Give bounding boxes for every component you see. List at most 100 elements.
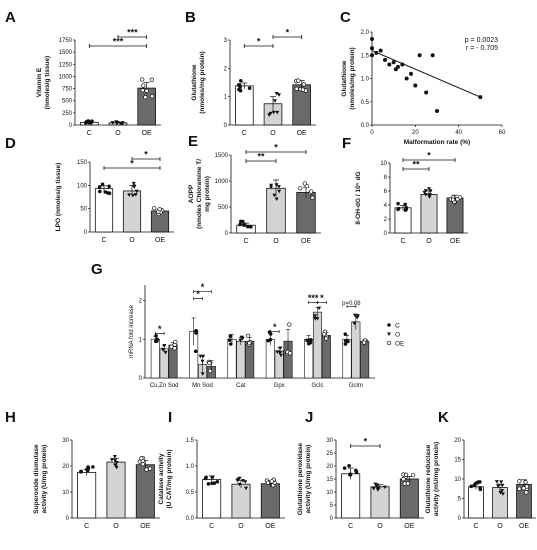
x-tick-label: C [400,238,405,245]
x-tick-label: C [84,523,89,530]
bar-o-point [355,314,360,318]
y-axis-label: activity (U/mg protein) [305,445,312,514]
y-axis-label: mg protein) [204,176,211,212]
bar-c [77,472,97,519]
bar-oe-point [450,197,456,202]
y-axis-label: AOPP [188,184,195,203]
scatter-point [387,62,392,67]
y-tick-label: 1.5 [186,438,195,444]
bar-o [122,190,142,233]
y-axis-label: Glutathione [191,64,198,100]
bar-o-point [134,189,139,194]
y-tick-label: 5 [458,497,462,503]
legend-o-point [387,332,391,336]
bar-c-point [396,201,400,206]
bar-oe-point [173,339,178,344]
bar-o-point [427,192,432,197]
bar-oe-point [403,472,409,477]
bar-oe-point [152,206,157,211]
bar-oe [135,464,155,519]
bar-o [351,321,361,379]
legend-label: OE [395,341,405,348]
significance-label: p=0.08 [342,301,361,307]
y-tick-label: 25 [326,451,333,457]
bar-c-point [193,349,198,354]
y-tick-label: 10 [62,490,69,496]
y-tick-label: 0 [84,230,88,236]
bar-c-point [194,329,198,333]
scatter-point [417,53,422,58]
significance-label: *** [127,28,138,38]
bar-oe [260,483,280,519]
significance-label: * [364,437,368,447]
scatter-point [391,60,396,65]
y-axis-label: (nmoles/mg protein) [349,47,356,109]
x-tick-label: C [242,130,247,137]
bar-o-point [238,338,243,343]
y-tick-label: 0 [69,123,73,129]
significance-label: * [144,150,148,160]
bar-oe-point [144,467,149,472]
y-tick-label: 100 [77,183,88,189]
y-tick-label: 10 [380,161,387,167]
bar-oe-point [269,479,274,484]
bar-c-point [342,466,347,470]
x-tick-label: Cu,Zn Sod [150,383,179,389]
bar-oe-point [287,351,293,356]
bar-o-point [200,372,205,376]
bar-oe-point [310,195,315,200]
bar-o-point [132,184,137,188]
bar-o-point [243,480,248,484]
bar-oe-point [265,480,271,485]
bar-o-point [276,185,281,189]
scatter-point [430,53,435,58]
y-tick-label: 500 [62,99,73,105]
bar-o-point [201,354,206,359]
bar-o-point [278,351,283,355]
panel-k: K 0 5 10 15 20 Glutathione reductase activity (… [425,409,536,530]
x-tick-label: C [243,238,248,245]
bar-c-point [474,481,478,485]
bar-o-point [422,190,427,195]
y-tick-label: 1750 [59,38,73,44]
significance-label: * [196,289,200,299]
bar-o-point [269,185,274,190]
bar-o-point [114,460,119,465]
bar-c-point [308,338,313,342]
bar-c-point [153,339,158,344]
bar-o-point [375,488,380,492]
y-tick-label: 4 [384,203,388,209]
panel-letter: D [5,135,16,152]
y-tick-label: 10 [454,477,461,483]
panel-letter: G [91,261,103,278]
bar-oe-point [521,486,526,491]
y-axis-label: 8-OH-dG / 10⁵ dG [355,171,362,224]
stat-annotation: p = 0.0023 [465,37,498,44]
significance-label: * [273,322,277,332]
bar-o-point [423,189,428,193]
y-tick-label: 0 [225,231,229,237]
bar-o-point [428,189,433,193]
bar-c-point [89,120,93,125]
bar-o-point [237,482,242,487]
bar-oe-point [304,183,310,189]
bar-o-point [160,347,165,352]
x-tick-label: OE [301,238,311,245]
y-axis-label: LPO (nmoles/g tissue) [55,163,62,232]
x-tick-label: Cat [236,383,246,389]
panel-letter: I [168,409,172,426]
scatter-point [424,90,429,95]
panel-d: D 0 50 100 150 LPO (nmoles/g tissue) C O OE * * [5,135,174,244]
bar-o-point [500,483,505,488]
bar-c-point [206,482,211,486]
bar-o-point [114,465,119,470]
y-tick-label: 2 [139,299,143,305]
bar-oe-point [517,479,522,484]
bar-o-point [200,359,205,364]
bar-c [235,85,254,126]
scatter-point [413,83,418,88]
bar-c-point [86,466,91,470]
panel-j: J 0 5 10 15 20 25 30 Glutathione peroxidase activ… [297,409,424,530]
bar-c-point [97,185,102,189]
significance-label: * [274,143,278,153]
